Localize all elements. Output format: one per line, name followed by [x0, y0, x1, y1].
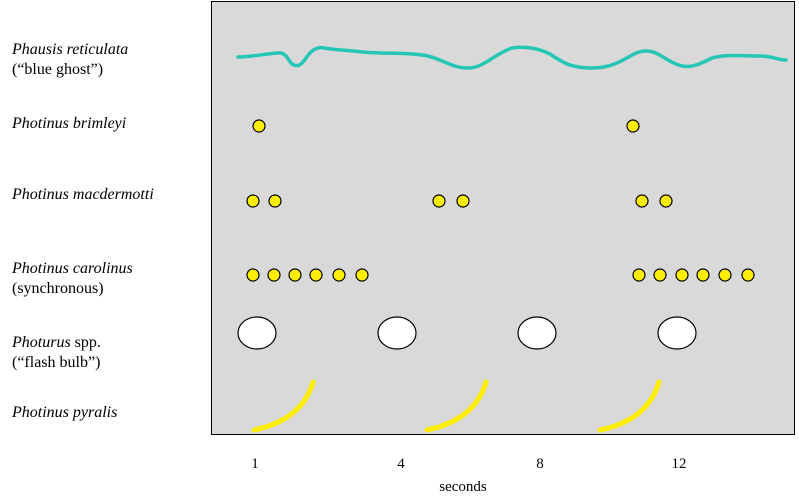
label-phausis-reticulata: Phausis reticulata (“blue ghost”) — [12, 40, 128, 80]
phausis-glow-trace — [236, 45, 788, 70]
photurus-flash-bulb — [377, 316, 417, 350]
label-photinus-pyralis: Photinus pyralis — [12, 403, 117, 423]
macdermotti-flash-dot — [659, 194, 673, 208]
carolinus-flash-dot — [332, 268, 346, 282]
carolinus-flash-dot — [653, 268, 667, 282]
carolinus-flash-dot — [288, 268, 302, 282]
brimleyi-flash-dot — [252, 119, 266, 133]
x-tick-label: 4 — [397, 456, 405, 472]
macdermotti-flash-dot — [456, 194, 470, 208]
carolinus-flash-dot — [696, 268, 710, 282]
photurus-flash-group — [237, 316, 697, 350]
pyralis-flash-stroke — [597, 379, 662, 433]
photurus-flash-bulb — [517, 316, 557, 350]
species-name-suffix: spp. — [70, 334, 101, 351]
species-name: Photinus brimleyi — [12, 115, 127, 132]
carolinus-flash-dot — [309, 268, 323, 282]
macdermotti-flash-dot — [246, 194, 260, 208]
photurus-flash-bulb — [237, 316, 277, 350]
species-name: Photinus pyralis — [12, 404, 118, 421]
carolinus-flash-dot — [355, 268, 369, 282]
label-photinus-brimleyi: Photinus brimleyi — [12, 114, 126, 134]
carolinus-flash-group — [246, 268, 755, 282]
flash-pattern-panel — [211, 1, 795, 435]
label-photinus-carolinus: Photinus carolinus (synchronous) — [12, 259, 133, 299]
flash-pattern-svg — [236, 45, 788, 433]
species-name: Photurus — [12, 334, 71, 351]
pyralis-flash-stroke — [424, 379, 489, 433]
x-tick-label: 1 — [251, 456, 259, 472]
carolinus-flash-dot — [246, 268, 260, 282]
brimleyi-flash-dot — [626, 119, 640, 133]
x-axis-label: seconds — [439, 479, 487, 495]
carolinus-flash-dot — [741, 268, 755, 282]
macdermotti-flash-dot — [635, 194, 649, 208]
macdermotti-flash-dot — [432, 194, 446, 208]
macdermotti-flash-group — [246, 194, 673, 208]
carolinus-flash-dot — [675, 268, 689, 282]
species-name: Phausis reticulata — [12, 41, 129, 58]
macdermotti-flash-dot — [268, 194, 282, 208]
carolinus-flash-dot — [632, 268, 646, 282]
photurus-flash-bulb — [657, 316, 697, 350]
x-tick-label: 8 — [536, 456, 544, 472]
species-note: (synchronous) — [12, 280, 104, 297]
x-tick-label: 12 — [671, 456, 687, 472]
pyralis-flash-stroke — [251, 379, 316, 433]
label-photinus-macdermotti: Photinus macdermotti — [12, 185, 154, 205]
brimleyi-flash-group — [252, 119, 640, 133]
label-photurus-spp: Photurus spp. (“flash bulb”) — [12, 333, 101, 373]
species-note: (“flash bulb”) — [12, 354, 101, 371]
carolinus-flash-dot — [718, 268, 732, 282]
carolinus-flash-dot — [267, 268, 281, 282]
species-name: Photinus carolinus — [12, 260, 133, 277]
species-note: (“blue ghost”) — [12, 61, 104, 78]
species-name: Photinus macdermotti — [12, 186, 154, 203]
pyralis-flash-group — [251, 379, 662, 433]
